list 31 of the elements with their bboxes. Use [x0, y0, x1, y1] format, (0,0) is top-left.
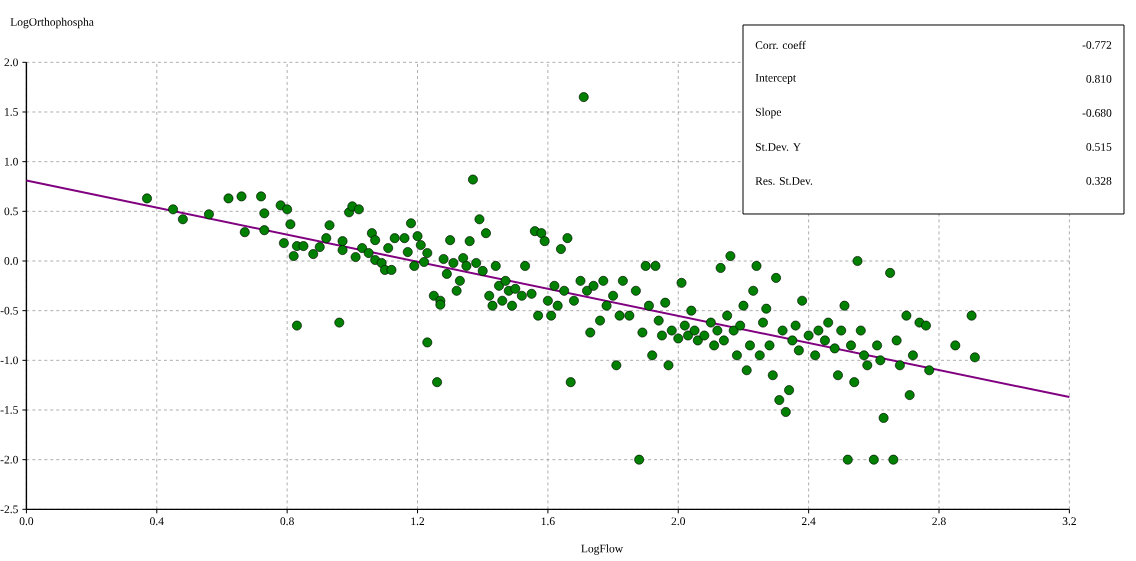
- x-tick-label: 0.0: [19, 517, 34, 526]
- annotation: Res. St.Dev.: [755, 177, 813, 185]
- x-axis-title: LogFlow: [581, 544, 624, 555]
- text: 0.810: [1086, 75, 1112, 83]
- x-tick-label: 1.6: [541, 517, 555, 526]
- text: 0.328: [1086, 177, 1112, 185]
- annotation: Intercept: [755, 74, 796, 84]
- y-tick-label: 1.0: [5, 157, 18, 166]
- x-tick-label: 2.0: [671, 517, 686, 526]
- y-tick-label: 0.0: [4, 257, 18, 265]
- text: 0.515: [1086, 143, 1112, 151]
- x-tick-label: 0.4: [150, 517, 164, 526]
- x-tick-label: 2.4: [801, 517, 816, 526]
- text: Corr. coeff: [755, 40, 806, 50]
- annotation: St.Dev. Y: [755, 143, 801, 151]
- y-tick-label: -2.0: [0, 455, 18, 464]
- y-tick-label: -1.5: [0, 406, 18, 414]
- y-tick-label: 1.5: [5, 108, 18, 116]
- x-tick-label: 2.8: [932, 517, 946, 526]
- y-axis-title: LogOrthophospha: [10, 17, 94, 29]
- annotation: Slope: [755, 107, 781, 119]
- x-tick-label: 1.2: [411, 517, 425, 526]
- text: -0.772: [1082, 41, 1112, 49]
- y-tick-label: 2.0: [4, 58, 18, 67]
- x-tick-label: 0.8: [280, 517, 294, 526]
- y-tick-label: -0.5: [0, 306, 18, 315]
- text: -0.680: [1082, 109, 1112, 117]
- y-tick-label: -2.5: [0, 505, 18, 514]
- y-tick-label: -1.0: [0, 356, 18, 365]
- y-tick-label: 0.5: [4, 207, 18, 216]
- x-tick-label: 3.2: [1062, 517, 1076, 526]
